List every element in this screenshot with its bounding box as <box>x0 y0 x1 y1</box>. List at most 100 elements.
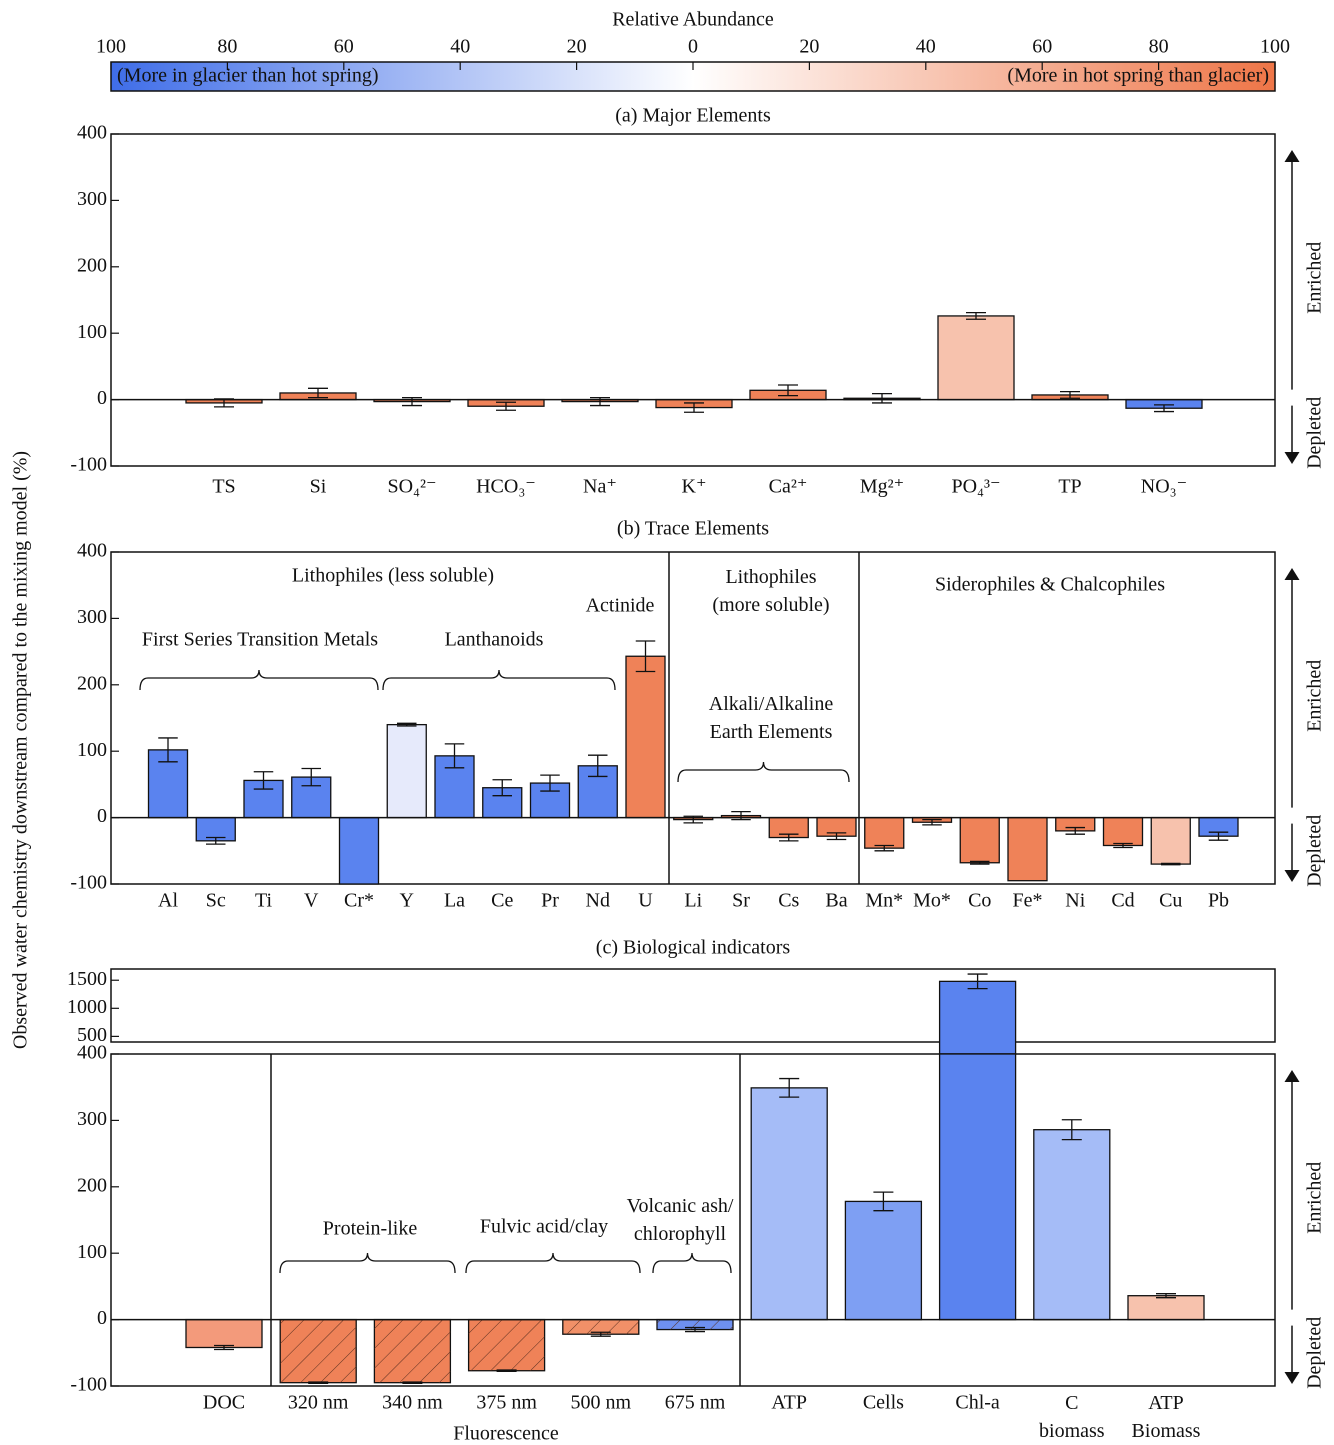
bar <box>959 816 1000 864</box>
x-tick-label: Cu <box>1159 890 1182 912</box>
brace <box>652 1252 732 1274</box>
y-tick-label: 300 <box>77 1108 107 1130</box>
x-tick-label: Ce <box>491 890 513 912</box>
y-tick-label: 300 <box>77 188 107 210</box>
colorbar-tick-label: 100 <box>1260 36 1290 58</box>
bar <box>625 655 666 819</box>
colorbar-left-label: (More in glacier than hot spring) <box>117 65 379 87</box>
x-tick-label: Ba <box>825 890 847 912</box>
y-tick-label: -100 <box>70 454 107 476</box>
y-tick-label: 400 <box>77 1042 107 1064</box>
enriched-label: Enriched <box>1304 242 1326 314</box>
brace <box>465 1252 641 1274</box>
x-tick-label: Pr <box>541 890 559 912</box>
group-annotation: Volcanic ash/chlorophyll <box>627 1195 734 1245</box>
bar <box>338 816 380 885</box>
colorbar-title: Relative Abundance <box>612 9 774 31</box>
group-annotation: Lithophiles (less soluble) <box>292 565 494 587</box>
group-annotation: Protein-like <box>323 1218 418 1240</box>
x-tick-label: Sc <box>206 890 226 912</box>
x-tick-label: Ti <box>255 890 273 912</box>
y-tick-label: 0 <box>97 805 107 827</box>
x-tick-label: Cd <box>1111 890 1134 912</box>
group-annotation: First Series Transition Metals <box>142 629 378 651</box>
colorbar-right-label: (More in hot spring than glacier) <box>1007 65 1269 87</box>
bar <box>1033 1129 1111 1321</box>
depleted-label: Depleted <box>1304 1317 1326 1389</box>
x-tick-label: 500 nm <box>571 1392 632 1414</box>
bar <box>750 1087 828 1321</box>
brace <box>139 669 379 691</box>
x-tick-label: Mg²⁺ <box>860 476 904 498</box>
x-tick-label: HCO₃⁻ <box>476 476 536 498</box>
y-tick-label: 300 <box>77 606 107 628</box>
y-tick-label: 500 <box>77 1024 107 1046</box>
group-annotation: Siderophiles & Chalcophiles <box>935 574 1165 596</box>
bar <box>938 980 1017 1055</box>
bar <box>1007 816 1048 882</box>
x-tick-label: ATP Biomass <box>1132 1392 1201 1442</box>
plot-frame-upper <box>110 968 1276 1043</box>
panel-title: (b) Trace Elements <box>617 518 769 540</box>
colorbar-tick-label: 20 <box>567 36 587 58</box>
x-tick-label: TS <box>212 476 235 498</box>
colorbar-tick-label: 60 <box>1032 36 1052 58</box>
x-tick-label: Pb <box>1208 890 1229 912</box>
x-tick-label: 675 nm <box>665 1392 726 1414</box>
x-tick-label: Cs <box>778 890 799 912</box>
x-tick-label: PO₄³⁻ <box>951 476 1000 498</box>
x-tick-label: La <box>444 890 465 912</box>
group-annotation: Alkali/Alkaline Earth Elements <box>709 693 834 743</box>
bar-hatch <box>562 1319 639 1335</box>
y-axis-label: Observed water chemistry downstream comp… <box>10 451 32 1049</box>
x-tick-label: Co <box>968 890 991 912</box>
x-tick-label: Li <box>684 890 702 912</box>
x-tick-label: NO₃⁻ <box>1141 476 1187 498</box>
x-tick-label: 340 nm <box>382 1392 443 1414</box>
y-tick-label: -100 <box>70 1374 107 1396</box>
y-tick-label: 1500 <box>67 968 107 990</box>
x-tick-label: U <box>638 890 653 912</box>
x-tick-label: Chl-a <box>955 1392 1000 1414</box>
panel-title: (c) Biological indicators <box>596 937 791 959</box>
x-tick-label: Na⁺ <box>583 476 617 498</box>
y-tick-label: 0 <box>97 1307 107 1329</box>
x-tick-label: TP <box>1058 476 1081 498</box>
bar <box>938 1053 1017 1321</box>
colorbar-tick-label: 80 <box>217 36 237 58</box>
x-tick-label: Al <box>158 890 178 912</box>
y-tick-label: -100 <box>70 872 107 894</box>
x-tick-label: Sr <box>732 890 750 912</box>
colorbar-tick-label: 0 <box>688 36 698 58</box>
depleted-label: Depleted <box>1304 815 1326 887</box>
plot-frame <box>110 1053 1276 1387</box>
y-tick-label: 200 <box>77 672 107 694</box>
x-tick-label: SO₄²⁻ <box>387 476 436 498</box>
y-tick-label: 1000 <box>67 996 107 1018</box>
plot-frame <box>110 133 1276 467</box>
y-tick-label: 0 <box>97 387 107 409</box>
x-tick-label: Ni <box>1065 890 1085 912</box>
panel-title: (a) Major Elements <box>615 105 771 127</box>
bar-hatch <box>468 1319 545 1371</box>
bar <box>386 723 427 819</box>
bar <box>844 1200 923 1321</box>
colorbar-tick-label: 100 <box>96 36 126 58</box>
x-tick-label: DOC <box>203 1392 245 1414</box>
bar <box>1150 816 1191 865</box>
x-tick-label: Y <box>400 890 414 912</box>
colorbar-tick-label: 80 <box>1149 36 1169 58</box>
x-group-label: Fluorescence <box>453 1423 559 1445</box>
group-annotation: Lanthanoids <box>445 629 544 651</box>
plot-frame <box>110 551 1276 885</box>
x-tick-label: Si <box>310 476 327 498</box>
brace <box>382 669 616 691</box>
x-tick-label: Cells <box>863 1392 904 1414</box>
y-tick-label: 100 <box>77 1241 107 1263</box>
x-tick-label: 375 nm <box>476 1392 537 1414</box>
bar <box>185 1318 263 1349</box>
bar-hatch <box>374 1319 451 1383</box>
y-tick-label: 100 <box>77 321 107 343</box>
x-tick-label: Fe* <box>1013 890 1043 912</box>
